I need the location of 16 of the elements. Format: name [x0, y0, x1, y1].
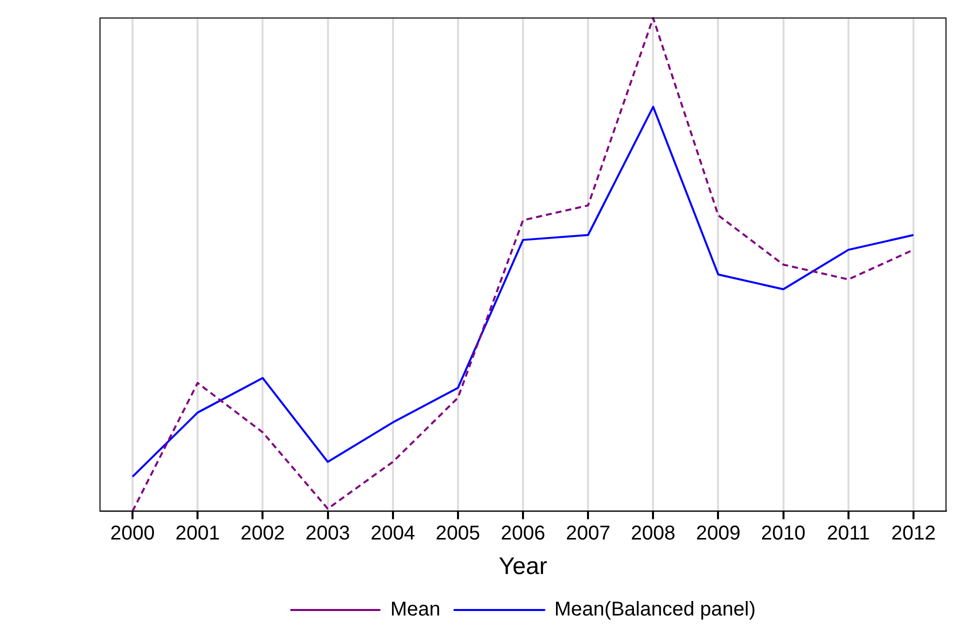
x-tick-label: 2006: [500, 522, 546, 545]
x-tick-label: 2009: [696, 522, 740, 545]
x-axis-title: Year: [498, 553, 548, 580]
x-tick-label: 2000: [110, 522, 155, 545]
x-tick-label: 2001: [175, 522, 220, 545]
x-tick-label: 2008: [630, 522, 676, 545]
x-tick-label: 2012: [891, 522, 936, 545]
x-tick-label: 2002: [240, 522, 285, 545]
x-tick-label: 2003: [306, 522, 350, 545]
x-tick-label: 2007: [566, 522, 610, 545]
x-tick-label: 2011: [826, 522, 870, 545]
legend-label: Mean: [390, 598, 440, 621]
x-tick-label: 2010: [761, 522, 806, 545]
legend-label: Mean(Balanced panel): [554, 598, 756, 621]
x-tick-label: 2005: [436, 522, 480, 545]
x-tick-label: 2004: [370, 522, 416, 545]
